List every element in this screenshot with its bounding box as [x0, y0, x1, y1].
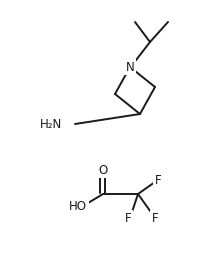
Text: F: F: [151, 211, 157, 225]
Text: O: O: [98, 163, 107, 177]
Text: H₂N: H₂N: [40, 117, 62, 130]
Text: F: F: [154, 173, 161, 187]
Text: F: F: [124, 211, 131, 225]
Text: HO: HO: [69, 200, 86, 214]
Text: N: N: [125, 61, 134, 74]
